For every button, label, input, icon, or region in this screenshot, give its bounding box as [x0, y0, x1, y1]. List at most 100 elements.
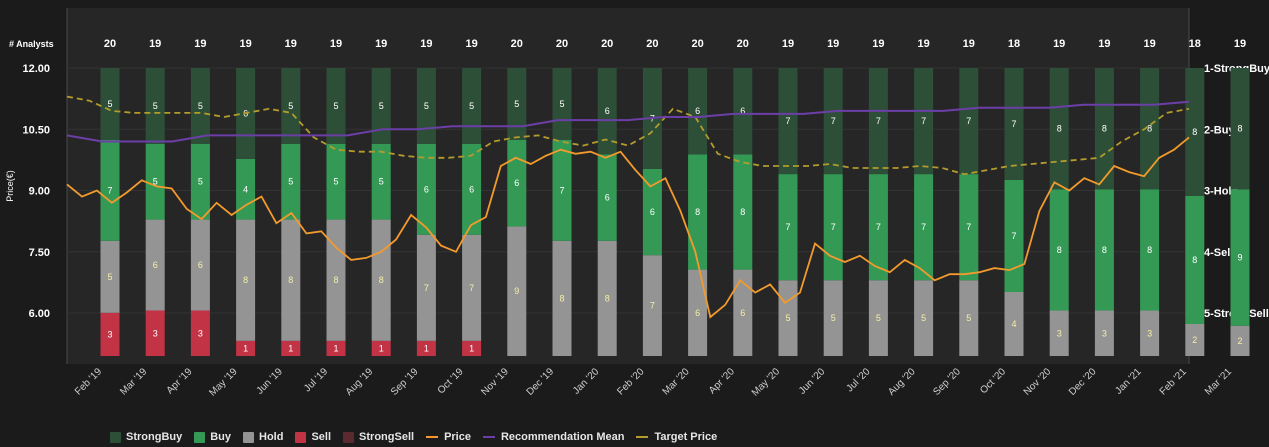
bar-buy [1185, 196, 1205, 324]
legend-marker [295, 431, 307, 443]
bar-value-label: 6 [740, 106, 745, 116]
bar-value-label: 7 [1011, 119, 1016, 129]
bar-strongbuy [1094, 68, 1114, 190]
bar-hold [462, 234, 482, 341]
y-tick-label: 9.00 [29, 186, 50, 198]
bar-value-label: 6 [514, 178, 519, 188]
bar-strongbuy [597, 68, 617, 155]
legend-item-target-price[interactable]: Target Price [636, 431, 717, 443]
bar-value-label: 7 [831, 222, 836, 232]
bar-buy [190, 143, 210, 220]
legend-item-price[interactable]: Price [426, 431, 471, 443]
bar-value-label: 1 [288, 343, 293, 353]
analyst-count: 19 [1234, 38, 1246, 50]
bar-value-label: 5 [198, 177, 203, 187]
recommendation-mean-line [66, 100, 1190, 143]
bar-hold [823, 280, 843, 356]
bar-buy [1049, 189, 1069, 311]
analyst-count: 19 [872, 38, 884, 50]
legend-item-strongbuy[interactable]: StrongBuy [110, 431, 182, 443]
bar-strongbuy [416, 68, 436, 144]
bar-value-label: 7 [876, 116, 881, 126]
analyst-count: 19 [330, 38, 342, 50]
bar-value-label: 6 [424, 184, 429, 194]
legend: StrongBuy Buy Hold Sell StrongSell Price Recom… [110, 429, 729, 445]
bar-buy [778, 174, 798, 281]
bar-value-label: 4 [243, 184, 248, 194]
analyst-count: 19 [963, 38, 975, 50]
bar-value-label: 3 [1102, 328, 1107, 338]
legend-item-strongsell[interactable]: StrongSell [343, 431, 414, 443]
bar-value-label: 8 [1102, 245, 1107, 255]
bar-buy [507, 140, 527, 227]
bar-hold [1004, 292, 1024, 356]
bar-strongbuy [1004, 68, 1024, 180]
bar-sell [145, 310, 165, 356]
analyst-count: 20 [601, 38, 613, 50]
bar-value-label: 6 [469, 184, 474, 194]
legend-marker [110, 431, 121, 443]
bar-sell [190, 310, 210, 356]
bar-sell [236, 340, 256, 356]
bar-value-label: 7 [785, 222, 790, 232]
bar-strongbuy [552, 68, 572, 140]
bar-value-label: 5 [876, 313, 881, 323]
bar-buy [688, 154, 708, 270]
legend-label: Sell [311, 431, 332, 443]
analyst-count: 20 [511, 38, 523, 50]
bar-strongbuy [1185, 68, 1205, 196]
analyst-count: 19 [375, 38, 387, 50]
bar-value-label: 7 [650, 301, 655, 311]
bar-value-label: 5 [333, 177, 338, 187]
bar-buy [281, 143, 301, 220]
bar-hold [507, 226, 527, 356]
bar-hold [552, 240, 572, 356]
bar-strongbuy [1230, 68, 1250, 190]
bar-value-label: 6 [740, 308, 745, 318]
chart-svg: 12.0010.509.007.506.001-StrongBuy2-Buy3-… [5, 8, 1269, 399]
y-axis-label: Price(€) [5, 170, 15, 202]
bar-value-label: 5 [966, 313, 971, 323]
bar-value-label: 7 [1011, 231, 1016, 241]
legend-marker [426, 436, 439, 438]
analyst-count: 20 [737, 38, 749, 50]
bar-hold [597, 240, 617, 356]
bar-hold [1140, 310, 1160, 356]
legend-item-sell[interactable]: Sell [295, 431, 331, 443]
bar-value-label: 2 [1192, 335, 1197, 345]
bar-value-label: 1 [243, 343, 248, 353]
bar-value-label: 7 [921, 116, 926, 126]
bar-value-label: 1 [424, 343, 429, 353]
y-tick-label: 10.50 [22, 124, 50, 136]
analyst-count: 19 [782, 38, 794, 50]
bar-value-label: 9 [1237, 252, 1242, 262]
analyst-count: 19 [420, 38, 432, 50]
bar-hold [868, 280, 888, 356]
bar-strongbuy [868, 68, 888, 175]
bar-hold [326, 219, 346, 341]
bar-value-label: 8 [1237, 124, 1242, 134]
bar-value-label: 7 [107, 185, 112, 195]
bar-value-label: 5 [153, 101, 158, 111]
legend-item-buy[interactable]: Buy [194, 431, 231, 443]
bar-strongbuy [1140, 68, 1160, 190]
analyst-count: 20 [691, 38, 703, 50]
legend-label: Price [444, 431, 471, 443]
legend-item-recommendation-mean[interactable]: Recommendation Mean [482, 431, 624, 443]
analyst-count: 18 [1008, 38, 1020, 50]
bar-buy [371, 143, 391, 220]
legend-marker [194, 431, 206, 443]
bar-buy [1004, 180, 1024, 292]
target-price-line [66, 95, 1190, 176]
analyst-count: 19 [1098, 38, 1110, 50]
bar-value-label: 6 [650, 207, 655, 217]
legend-label: StrongBuy [126, 431, 183, 443]
bar-value-label: 6 [198, 260, 203, 270]
bar-value-label: 7 [876, 222, 881, 232]
bar-strongbuy [100, 68, 120, 140]
analyst-count: 19 [827, 38, 839, 50]
legend-item-hold[interactable]: Hold [243, 431, 283, 443]
bar-hold [371, 219, 391, 341]
bar-hold [1185, 324, 1205, 356]
